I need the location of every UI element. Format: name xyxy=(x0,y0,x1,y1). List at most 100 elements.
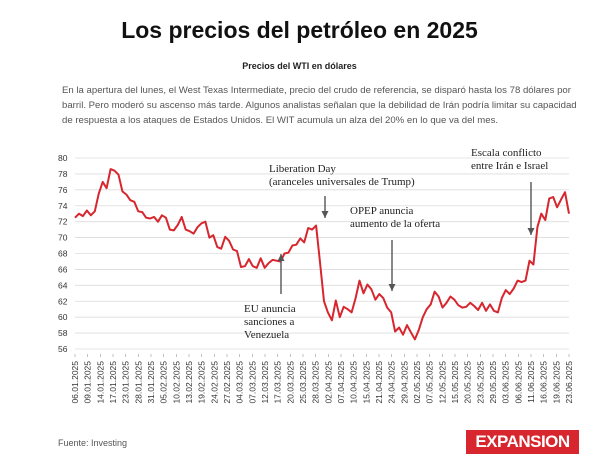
data-point xyxy=(94,210,96,212)
x-tick-label: 23.06.2025 xyxy=(564,361,574,404)
data-point xyxy=(173,229,175,231)
chart-description: En la apertura del lunes, el West Texas … xyxy=(62,85,577,126)
data-point xyxy=(560,198,562,200)
data-point xyxy=(283,252,285,254)
data-point xyxy=(532,264,534,266)
x-tick-label: 06.06.2025 xyxy=(513,361,523,404)
data-point xyxy=(208,236,210,238)
annotation-text: (aranceles universales de Trump) xyxy=(269,176,415,188)
data-point xyxy=(556,206,558,208)
x-tick-label: 09.01.2025 xyxy=(83,361,93,404)
x-tick-label: 28.03.2025 xyxy=(311,361,321,404)
x-tick-label: 12.03.2025 xyxy=(260,361,270,404)
source-note: Fuente: Investing xyxy=(58,438,128,448)
data-point xyxy=(220,248,222,250)
y-tick-label: 60 xyxy=(58,312,68,322)
data-point xyxy=(121,190,123,192)
data-point xyxy=(414,338,416,340)
data-point xyxy=(358,279,360,281)
x-tick-label: 15.04.2025 xyxy=(361,361,371,404)
x-tick-label: 12.05.2025 xyxy=(437,361,447,404)
data-point xyxy=(86,209,88,211)
data-point xyxy=(323,300,325,302)
annotation-text: EU anuncia xyxy=(244,303,296,315)
x-tick-label: 23.05.2025 xyxy=(475,361,485,404)
y-tick-label: 80 xyxy=(58,153,68,163)
x-tick-label: 06.01.2025 xyxy=(70,361,80,404)
data-point xyxy=(319,261,321,263)
data-point xyxy=(540,213,542,215)
data-point xyxy=(303,241,305,243)
annotations: Liberation Day(aranceles universales de … xyxy=(244,147,548,341)
x-tick-label: 23.01.2025 xyxy=(121,361,131,404)
data-point xyxy=(117,174,119,176)
data-point xyxy=(260,257,262,259)
data-point xyxy=(497,311,499,313)
x-tick-label: 19.06.2025 xyxy=(551,361,561,404)
data-point xyxy=(370,288,372,290)
annotation-text: Escala conflicto xyxy=(471,147,542,159)
annotation-text: sanciones a xyxy=(244,316,295,328)
data-point xyxy=(410,331,412,333)
data-point xyxy=(509,293,511,295)
data-point xyxy=(513,287,515,289)
y-tick-label: 70 xyxy=(58,233,68,243)
x-tick-label: 29.05.2025 xyxy=(488,361,498,404)
data-point xyxy=(153,216,155,218)
data-point xyxy=(481,302,483,304)
data-point xyxy=(224,236,226,238)
data-point xyxy=(102,181,104,183)
data-point xyxy=(544,219,546,221)
data-point xyxy=(272,259,274,261)
data-point xyxy=(331,319,333,321)
x-tick-label: 14.01.2025 xyxy=(95,361,105,404)
data-point xyxy=(264,267,266,269)
data-point xyxy=(161,214,163,216)
x-tick-label: 13.02.2025 xyxy=(184,361,194,404)
x-tick-label: 19.02.2025 xyxy=(197,361,207,404)
data-point xyxy=(149,217,151,219)
data-point xyxy=(335,299,337,301)
data-point xyxy=(548,197,550,199)
annotation-arrowhead xyxy=(277,254,285,261)
data-point xyxy=(469,302,471,304)
chart-title: Los precios del petróleo en 2025 xyxy=(121,17,478,43)
data-point xyxy=(185,229,187,231)
data-point xyxy=(98,193,100,195)
data-point xyxy=(449,295,451,297)
x-tick-label: 04.03.2025 xyxy=(235,361,245,404)
data-point xyxy=(477,309,479,311)
data-point xyxy=(402,334,404,336)
data-point xyxy=(244,265,246,267)
x-tick-label: 10.04.2025 xyxy=(349,361,359,404)
wti-line-chart: 80 78 76 74 72 70 68 66 64 62 60 58 56 06.01.2025 09.… xyxy=(58,147,574,404)
data-point xyxy=(256,267,258,269)
data-point xyxy=(422,316,424,318)
data-point xyxy=(485,310,487,312)
x-tick-label: 20.05.2025 xyxy=(463,361,473,404)
y-tick-label: 74 xyxy=(58,201,68,211)
data-point xyxy=(252,265,254,267)
x-tick-label: 02.04.2025 xyxy=(323,361,333,404)
data-point xyxy=(564,191,566,193)
data-point xyxy=(113,170,115,172)
data-point xyxy=(327,311,329,313)
x-tick-label: 17.01.2025 xyxy=(108,361,118,404)
data-point xyxy=(457,304,459,306)
y-tick-label: 68 xyxy=(58,249,68,259)
x-tick-label: 31.01.2025 xyxy=(146,361,156,404)
x-tick-label: 20.03.2025 xyxy=(285,361,295,404)
data-point xyxy=(133,201,135,203)
data-point xyxy=(434,291,436,293)
data-point xyxy=(437,295,439,297)
data-point xyxy=(307,227,309,229)
data-point xyxy=(109,168,111,170)
data-point xyxy=(473,305,475,307)
data-point xyxy=(315,225,317,227)
data-point xyxy=(453,299,455,301)
y-tick-label: 76 xyxy=(58,185,68,195)
data-point xyxy=(536,226,538,228)
series-group xyxy=(74,168,570,341)
data-point xyxy=(501,297,503,299)
y-tick-label: 56 xyxy=(58,344,68,354)
